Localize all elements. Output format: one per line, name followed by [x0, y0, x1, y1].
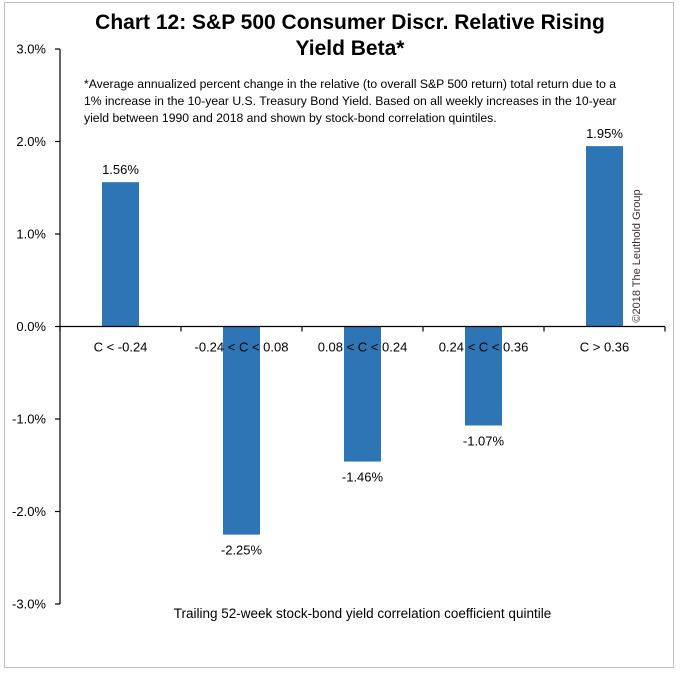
- y-tick-label-5: -1.0%: [12, 412, 46, 427]
- category-label-4: 0.24 < C < 0.36: [439, 340, 529, 355]
- data-label-5: 1.95%: [586, 126, 623, 141]
- category-label-2: -0.24 < C < 0.08: [195, 340, 289, 355]
- data-label-4: -1.07%: [463, 433, 505, 448]
- axes-layer: [55, 48, 666, 605]
- bars-layer: [102, 146, 623, 535]
- chart-footnote: *Average annualized percent change in th…: [84, 77, 617, 125]
- bar-1: [102, 182, 139, 327]
- y-tick-label-1: 3.0%: [16, 42, 46, 57]
- category-label-3: 0.08 < C < 0.24: [318, 340, 408, 355]
- y-tick-label-4: 0.0%: [16, 319, 46, 334]
- chart-title: Chart 12: S&P 500 Consumer Discr. Relati…: [95, 11, 605, 60]
- x-axis-title: Trailing 52-week stock-bond yield correl…: [173, 606, 552, 621]
- y-tick-label-6: -2.0%: [12, 504, 46, 519]
- y-tick-label-3: 1.0%: [16, 227, 46, 242]
- bar-5: [586, 146, 623, 327]
- category-label-1: C < -0.24: [94, 340, 148, 355]
- data-label-3: -1.46%: [342, 470, 384, 485]
- data-label-2: -2.25%: [221, 543, 263, 558]
- data-label-1: 1.56%: [102, 162, 139, 177]
- chart-frame: [4, 2, 674, 668]
- bar-3: [344, 326, 381, 462]
- y-tick-label-7: -3.0%: [12, 597, 46, 612]
- category-label-5: C > 0.36: [580, 340, 630, 355]
- y-tick-label-2: 2.0%: [16, 134, 46, 149]
- bar-2: [223, 326, 260, 535]
- labels-layer: 1.56% C < -0.24 -2.25% -0.24 < C < 0.08 -1.4…: [12, 42, 629, 612]
- bar-4: [465, 326, 502, 426]
